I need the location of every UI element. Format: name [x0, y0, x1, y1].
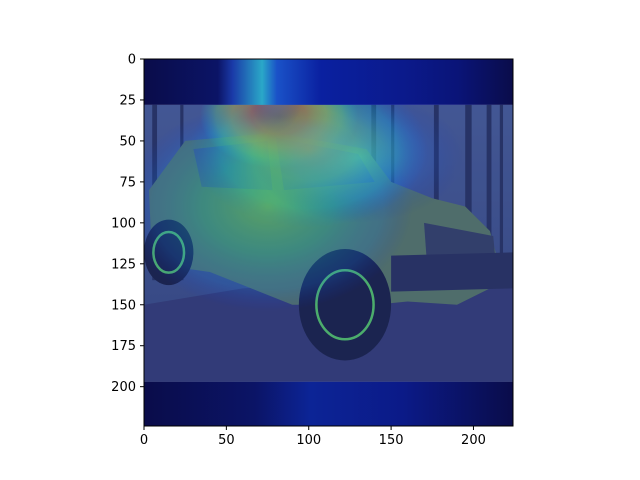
x-axis: 0 50 100 150 200: [140, 426, 486, 448]
tree-trunk: [486, 104, 492, 281]
x-tick-label: 0: [140, 433, 148, 448]
plot-area: [144, 59, 513, 426]
x-tick-label: 100: [296, 433, 321, 448]
y-tick-label: 150: [111, 298, 136, 313]
bottom-padding-band: [144, 381, 513, 426]
y-tick-label: 100: [111, 216, 136, 231]
y-tick-label: 200: [111, 380, 136, 395]
heat-hotspot: [252, 91, 464, 223]
tree-trunk: [499, 104, 504, 281]
y-tick-label: 0: [128, 53, 136, 68]
y-tick-label: 125: [111, 257, 136, 272]
blue-wash: [144, 104, 513, 382]
plot-frame: [143, 58, 514, 427]
y-tick-label: 50: [119, 134, 136, 149]
top-padding-band: [144, 59, 513, 105]
x-tick-label: 200: [461, 433, 486, 448]
y-tick-label: 25: [119, 93, 136, 108]
x-tick-label: 150: [379, 433, 404, 448]
vehicle-bumper: [391, 252, 513, 292]
y-axis: 0 25 50 75 100 125 150 175 200: [111, 53, 144, 395]
y-tick-label: 175: [111, 339, 136, 354]
x-tick-label: 50: [218, 433, 235, 448]
y-tick-label: 75: [119, 175, 136, 190]
tree-trunk: [465, 104, 472, 281]
